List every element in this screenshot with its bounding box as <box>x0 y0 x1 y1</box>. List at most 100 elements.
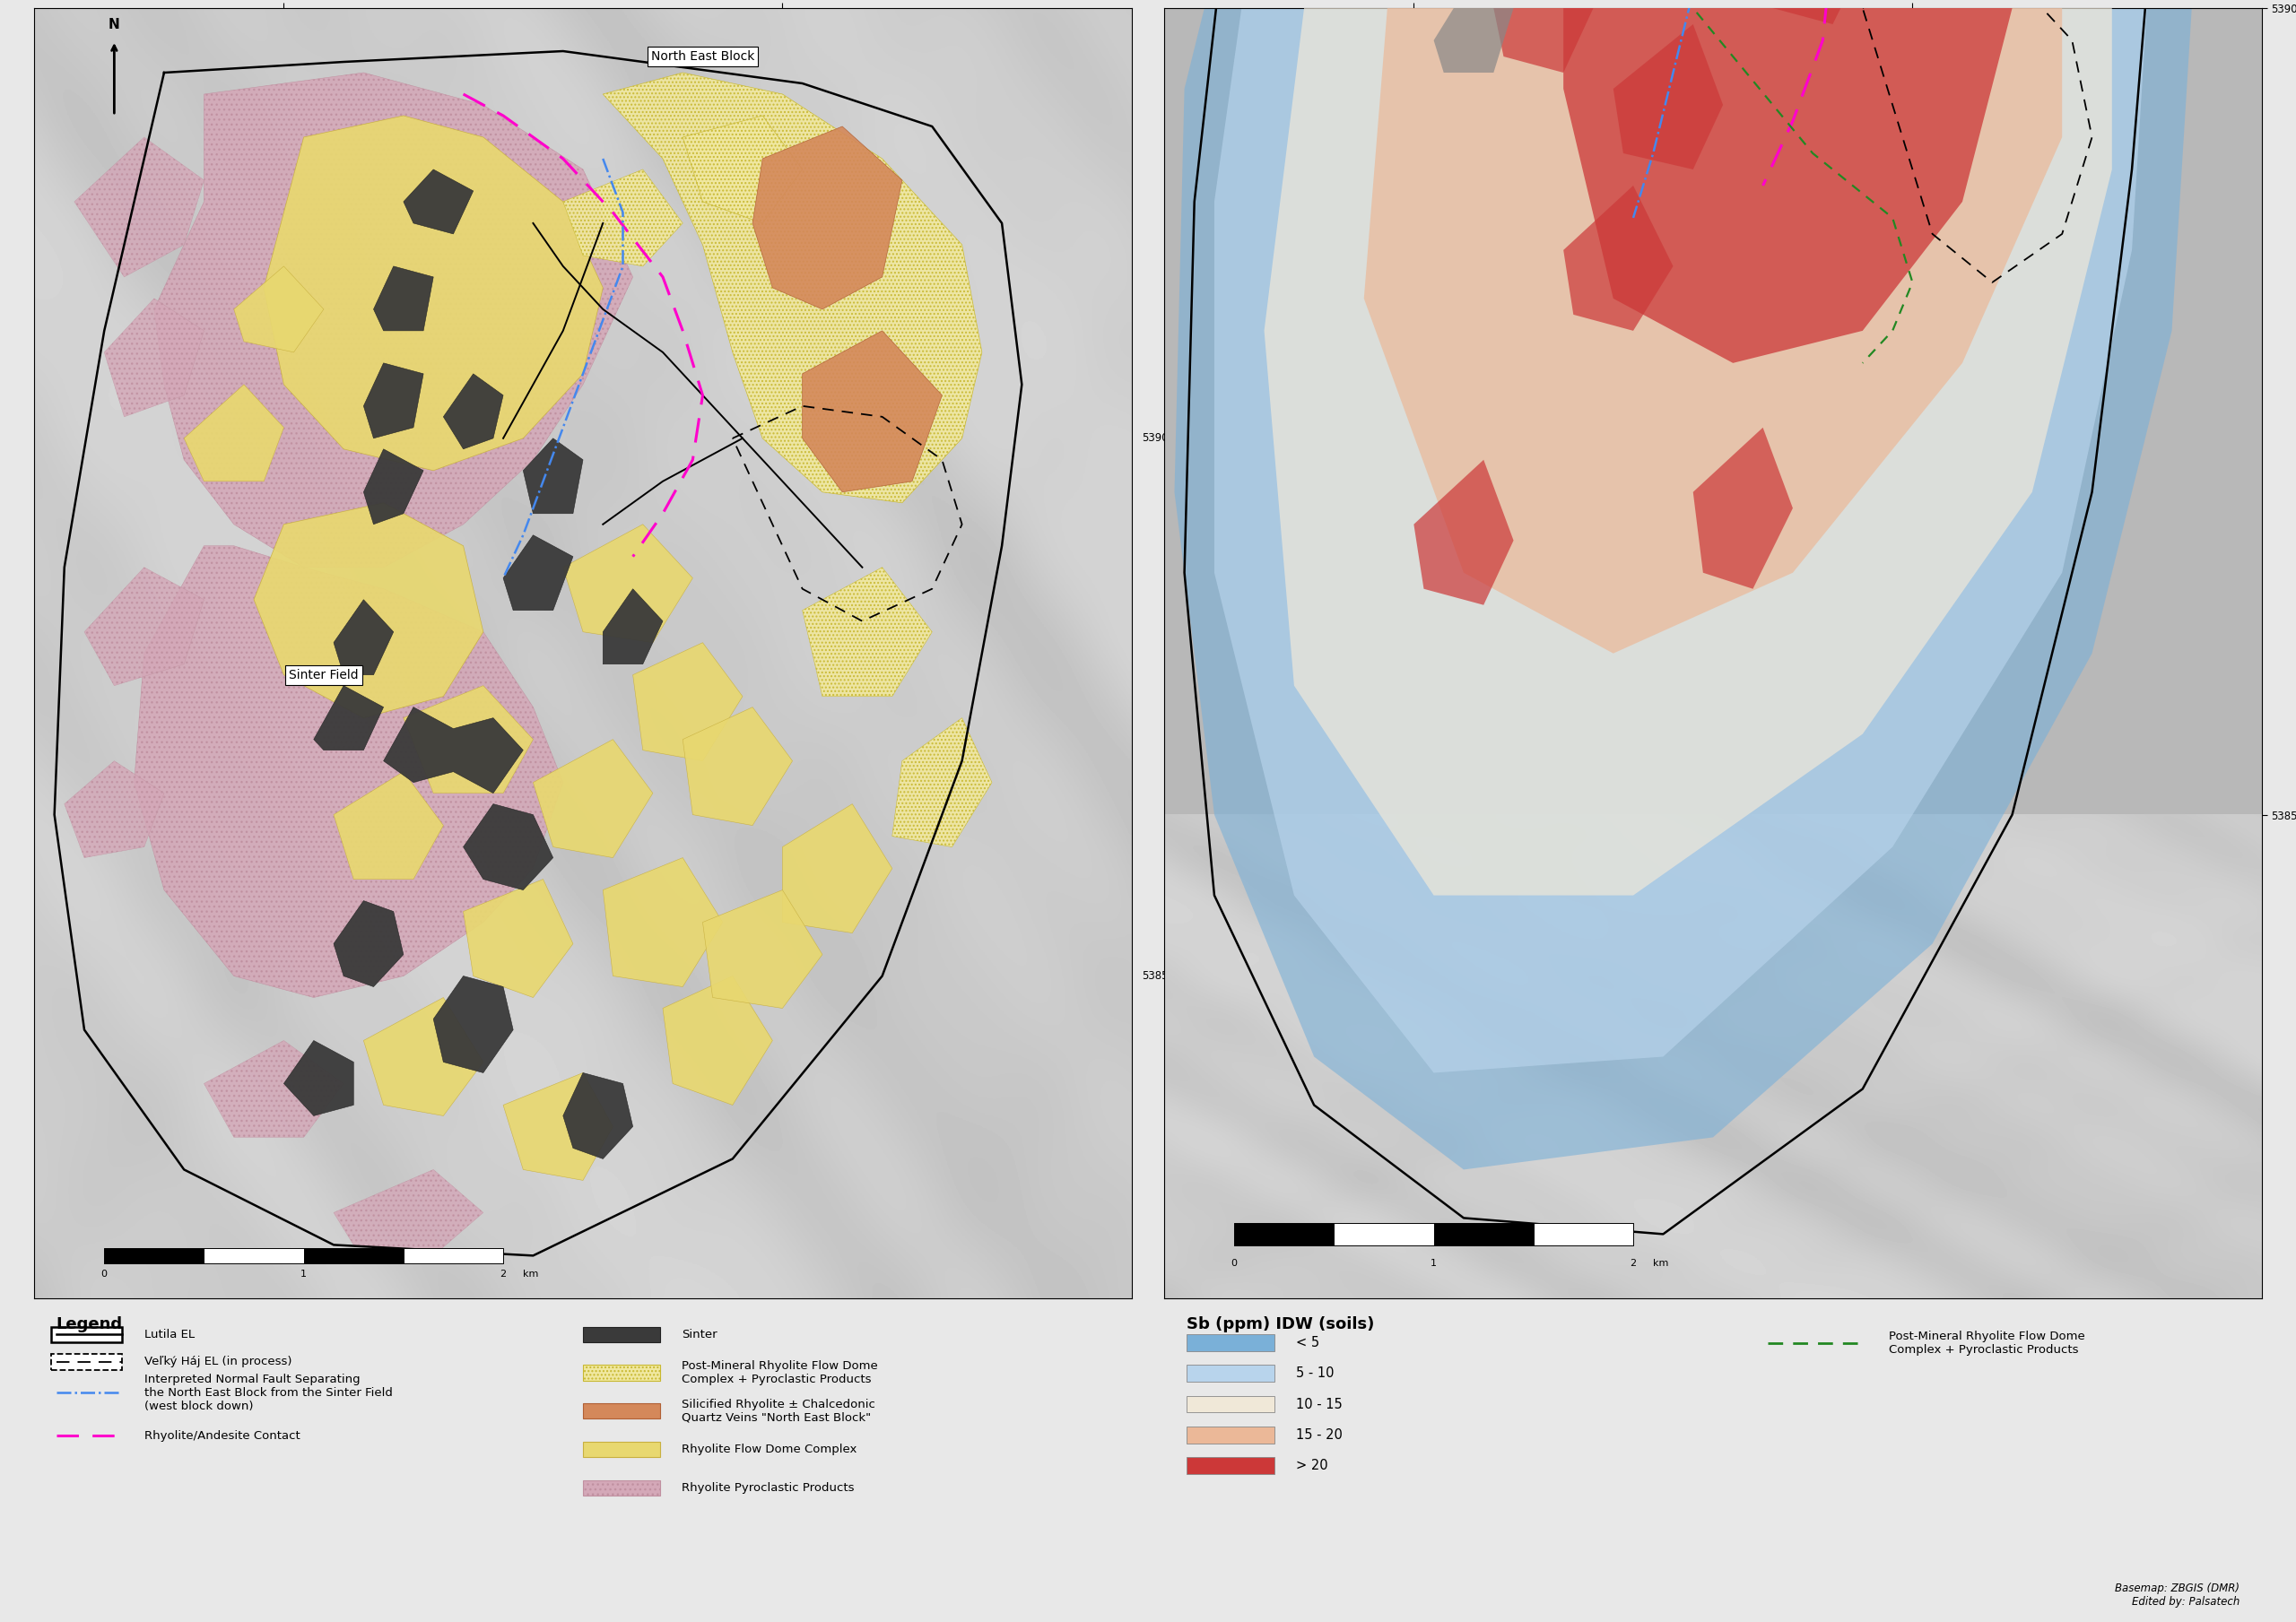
Polygon shape <box>503 1072 613 1181</box>
Polygon shape <box>1614 24 1722 169</box>
Text: Basemap: ZBGIS (DMR)
Edited by: Palsatech: Basemap: ZBGIS (DMR) Edited by: Palsatec… <box>2115 1583 2239 1607</box>
Text: Sb (ppm) IDW (soils): Sb (ppm) IDW (soils) <box>1187 1315 1375 1332</box>
Bar <box>583 1403 659 1419</box>
Text: Interpreted Normal Fault Separating
the North East Block from the Sinter Field
(: Interpreted Normal Fault Separating the … <box>145 1374 393 1411</box>
Text: 0: 0 <box>101 1270 108 1278</box>
Polygon shape <box>753 127 902 310</box>
Polygon shape <box>1564 0 2011 363</box>
Polygon shape <box>285 1041 354 1116</box>
Polygon shape <box>85 568 204 686</box>
Text: North East Block: North East Block <box>652 50 755 63</box>
Text: Sinter Field: Sinter Field <box>289 668 358 681</box>
Polygon shape <box>783 805 893 933</box>
Polygon shape <box>1176 0 2193 1169</box>
Text: < 5: < 5 <box>1297 1337 1320 1350</box>
Bar <box>1187 1426 1274 1444</box>
Text: Post-Mineral Rhyolite Flow Dome
Complex + Pyroclastic Products: Post-Mineral Rhyolite Flow Dome Complex … <box>682 1361 877 1385</box>
Polygon shape <box>563 1072 634 1158</box>
Bar <box>51 1327 122 1341</box>
Text: 5390000: 5390000 <box>1141 433 1187 444</box>
Polygon shape <box>1495 0 1593 73</box>
Text: 2: 2 <box>501 1270 507 1278</box>
Text: 1: 1 <box>1430 1259 1437 1268</box>
Polygon shape <box>1692 428 1793 589</box>
Text: N: N <box>108 18 119 32</box>
Polygon shape <box>464 805 553 890</box>
Bar <box>1187 1366 1274 1382</box>
Polygon shape <box>184 384 285 482</box>
Text: Silicified Rhyolite ± Chalcedonic
Quartz Veins "North East Block": Silicified Rhyolite ± Chalcedonic Quartz… <box>682 1398 875 1424</box>
Text: km: km <box>523 1270 540 1278</box>
Text: Veľký Háj EL (in process): Veľký Háj EL (in process) <box>145 1356 292 1367</box>
Polygon shape <box>204 1041 344 1137</box>
Bar <box>51 1354 122 1369</box>
Bar <box>583 1366 659 1380</box>
Polygon shape <box>682 115 801 224</box>
Polygon shape <box>404 686 533 793</box>
Polygon shape <box>1433 0 1513 73</box>
Text: 2: 2 <box>1630 1259 1637 1268</box>
Polygon shape <box>64 761 163 858</box>
Polygon shape <box>103 298 204 417</box>
Polygon shape <box>1265 0 2112 895</box>
Text: 15 - 20: 15 - 20 <box>1297 1429 1343 1442</box>
Polygon shape <box>234 266 324 352</box>
Polygon shape <box>1414 459 1513 605</box>
Text: 10 - 15: 10 - 15 <box>1297 1398 1343 1411</box>
Polygon shape <box>563 169 682 266</box>
Bar <box>583 1442 659 1457</box>
Polygon shape <box>533 740 652 858</box>
Bar <box>583 1327 659 1341</box>
Polygon shape <box>434 976 514 1072</box>
Polygon shape <box>374 266 434 331</box>
Polygon shape <box>363 998 482 1116</box>
Polygon shape <box>154 73 634 568</box>
Polygon shape <box>443 373 503 449</box>
Bar <box>1187 1395 1274 1413</box>
Polygon shape <box>464 879 574 998</box>
Text: Sinter: Sinter <box>682 1328 716 1340</box>
Polygon shape <box>404 169 473 234</box>
Bar <box>583 1481 659 1495</box>
Polygon shape <box>1364 0 2062 654</box>
Polygon shape <box>634 642 742 761</box>
Polygon shape <box>1564 185 1674 331</box>
Text: Rhyolite Pyroclastic Products: Rhyolite Pyroclastic Products <box>682 1483 854 1494</box>
Polygon shape <box>682 707 792 826</box>
Text: Lutila EL: Lutila EL <box>145 1328 195 1340</box>
Text: 0: 0 <box>1231 1259 1238 1268</box>
Text: 1: 1 <box>301 1270 308 1278</box>
Polygon shape <box>73 138 204 277</box>
Polygon shape <box>604 858 723 986</box>
Polygon shape <box>333 600 393 675</box>
Polygon shape <box>801 331 941 491</box>
Text: Rhyolite/Andesite Contact: Rhyolite/Andesite Contact <box>145 1431 301 1442</box>
Polygon shape <box>315 686 383 749</box>
Text: km: km <box>1653 1259 1669 1268</box>
Polygon shape <box>1763 0 1874 24</box>
Text: > 20: > 20 <box>1297 1460 1327 1473</box>
Polygon shape <box>363 363 422 438</box>
Polygon shape <box>255 503 482 719</box>
Text: 5 - 10: 5 - 10 <box>1297 1367 1334 1380</box>
Bar <box>1187 1335 1274 1351</box>
Text: 5385000: 5385000 <box>1141 970 1187 981</box>
Text: Rhyolite Flow Dome Complex: Rhyolite Flow Dome Complex <box>682 1444 856 1455</box>
Polygon shape <box>383 707 523 793</box>
Polygon shape <box>604 589 664 663</box>
Polygon shape <box>664 976 771 1105</box>
Polygon shape <box>563 524 693 642</box>
Text: Legend: Legend <box>57 1315 124 1332</box>
Polygon shape <box>333 1169 482 1255</box>
Polygon shape <box>801 568 932 696</box>
Polygon shape <box>133 547 563 998</box>
Polygon shape <box>363 449 422 524</box>
Polygon shape <box>523 438 583 514</box>
Polygon shape <box>264 115 604 470</box>
Polygon shape <box>503 535 574 610</box>
Polygon shape <box>333 900 404 986</box>
Polygon shape <box>893 719 992 847</box>
Polygon shape <box>333 772 443 879</box>
Polygon shape <box>703 890 822 1009</box>
Bar <box>1187 1457 1274 1474</box>
